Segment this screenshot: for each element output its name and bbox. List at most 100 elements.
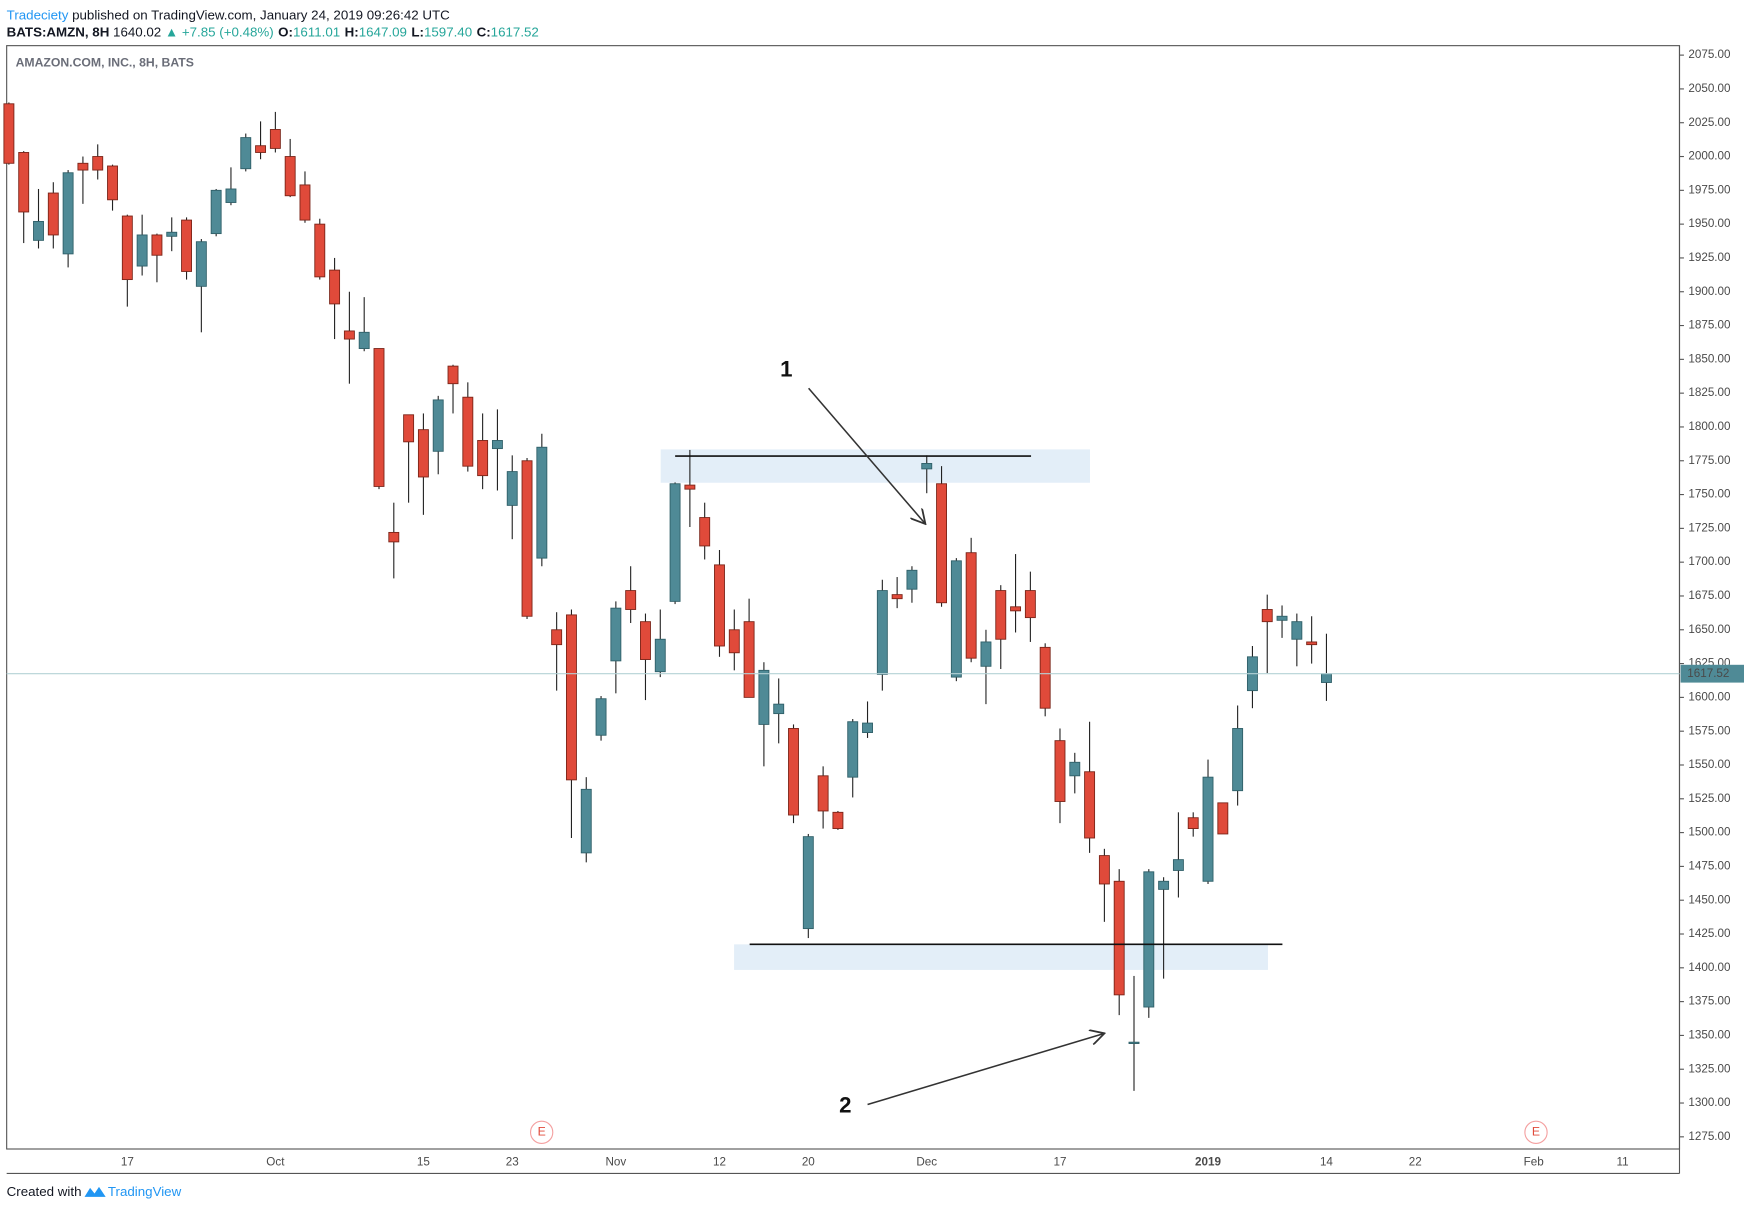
candle-body	[669, 483, 681, 602]
x-tick-label: 11	[1616, 1155, 1628, 1168]
candle-body	[373, 348, 385, 487]
y-tick-label: 1775.00	[1688, 454, 1731, 467]
candle-body	[876, 590, 888, 675]
candle-body	[1202, 776, 1214, 882]
candle-body	[432, 399, 444, 452]
candle-body	[477, 440, 489, 477]
y-tick-label: 1350.00	[1688, 1028, 1731, 1041]
candle-body	[240, 137, 252, 170]
x-tick-label: 22	[1409, 1155, 1422, 1168]
candle-body	[565, 614, 577, 781]
x-tick-label: 23	[506, 1155, 519, 1168]
candle-body	[1306, 641, 1318, 646]
ohlc-value: 1647.09	[359, 24, 407, 39]
symbol: BATS:AMZN, 8H	[7, 24, 110, 39]
candle-body	[491, 440, 503, 450]
candle-body	[743, 621, 755, 698]
brand-logo[interactable]	[84, 1186, 106, 1197]
x-tick-label: Dec	[916, 1155, 937, 1168]
candle-body	[195, 241, 207, 287]
candle-body	[965, 552, 977, 659]
y-tick-label: 1525.00	[1688, 792, 1731, 805]
y-tick-label: 2075.00	[1688, 48, 1731, 61]
candle-body	[1232, 728, 1244, 792]
change: +7.85 (+0.48%)	[182, 24, 274, 39]
candle-body	[1261, 609, 1273, 623]
y-tick-label: 2000.00	[1688, 150, 1731, 163]
y-tick-label: 1850.00	[1688, 352, 1731, 365]
candle-body	[210, 189, 222, 235]
candle-body	[166, 231, 178, 237]
candle-body	[151, 234, 163, 256]
candle-body	[18, 152, 30, 213]
candle-body	[1291, 621, 1303, 640]
candle-body	[580, 788, 592, 854]
arrow	[808, 387, 926, 524]
y-tick-label: 1750.00	[1688, 488, 1731, 501]
candle-body	[388, 531, 400, 543]
y-tick-label: 1900.00	[1688, 285, 1731, 298]
candle-body	[551, 629, 563, 646]
y-tick-label: 1375.00	[1688, 995, 1731, 1008]
candle-body	[314, 223, 326, 278]
candle-body	[358, 331, 370, 349]
candle-body	[1024, 590, 1036, 619]
candle-body	[1113, 880, 1125, 996]
candle-body	[788, 728, 799, 816]
y-tick-label: 2025.00	[1688, 116, 1731, 129]
y-tick-label: 1450.00	[1688, 893, 1731, 906]
author[interactable]: Tradeciety	[7, 7, 69, 22]
y-tick-label: 1675.00	[1688, 589, 1731, 602]
x-tick-label: 20	[802, 1155, 815, 1168]
candle-body	[255, 145, 267, 153]
last-price-label: 1617.52	[1687, 667, 1729, 680]
candle-body	[995, 590, 1007, 640]
candle-body	[417, 429, 429, 478]
earnings-label[interactable]: E	[1532, 1125, 1540, 1139]
candle-body	[447, 365, 459, 385]
x-tick-label: 17	[121, 1155, 134, 1168]
pane-border	[6, 45, 1681, 1150]
candle-body	[1143, 871, 1155, 1008]
earnings-marker[interactable]	[1524, 1120, 1548, 1144]
ohlc-value: 1617.52	[491, 24, 539, 39]
candle-body	[136, 234, 148, 267]
candle-body	[269, 129, 281, 149]
footer-brand[interactable]: TradingView	[108, 1184, 182, 1199]
candle-body	[728, 629, 740, 654]
y-tick-label: 1325.00	[1688, 1062, 1731, 1075]
ohlc-label: C:	[477, 24, 491, 39]
candle-body	[77, 162, 89, 171]
x-tick-label: 2019	[1195, 1155, 1221, 1168]
y-tick-label: 1475.00	[1688, 859, 1731, 872]
earnings-marker[interactable]	[529, 1120, 554, 1144]
candle-body	[906, 569, 918, 590]
y-tick-label: 1700.00	[1688, 555, 1731, 568]
earnings-label[interactable]: E	[538, 1125, 546, 1139]
candle-body	[1158, 880, 1170, 890]
chart-title: AMAZON.COM, INC., 8H, BATS	[16, 56, 194, 70]
y-tick-label: 1575.00	[1688, 724, 1731, 737]
candle-body	[403, 414, 415, 443]
y-tick-label: 1975.00	[1688, 183, 1731, 196]
candle-body	[891, 594, 903, 600]
candle-body	[1039, 646, 1051, 709]
y-tick-label: 1825.00	[1688, 386, 1731, 399]
candle-body	[299, 184, 311, 221]
candle-body	[521, 460, 533, 617]
candle-body	[121, 215, 133, 281]
y-tick-label: 1925.00	[1688, 251, 1731, 264]
candle-body	[847, 721, 859, 778]
candle-body	[595, 698, 607, 736]
y-tick-label: 1275.00	[1688, 1130, 1731, 1143]
candle-body	[225, 188, 237, 203]
published: published on TradingView.com, January 24…	[72, 7, 450, 22]
candle-body	[950, 560, 962, 678]
y-tick-label: 1400.00	[1688, 961, 1731, 974]
candle-body	[758, 669, 770, 725]
ohlc-label: O:	[278, 24, 293, 39]
y-tick-label: 1950.00	[1688, 217, 1731, 230]
x-tick-label: Nov	[605, 1155, 626, 1168]
annotation: 2	[839, 1093, 851, 1118]
y-tick-label: 1725.00	[1688, 521, 1731, 534]
